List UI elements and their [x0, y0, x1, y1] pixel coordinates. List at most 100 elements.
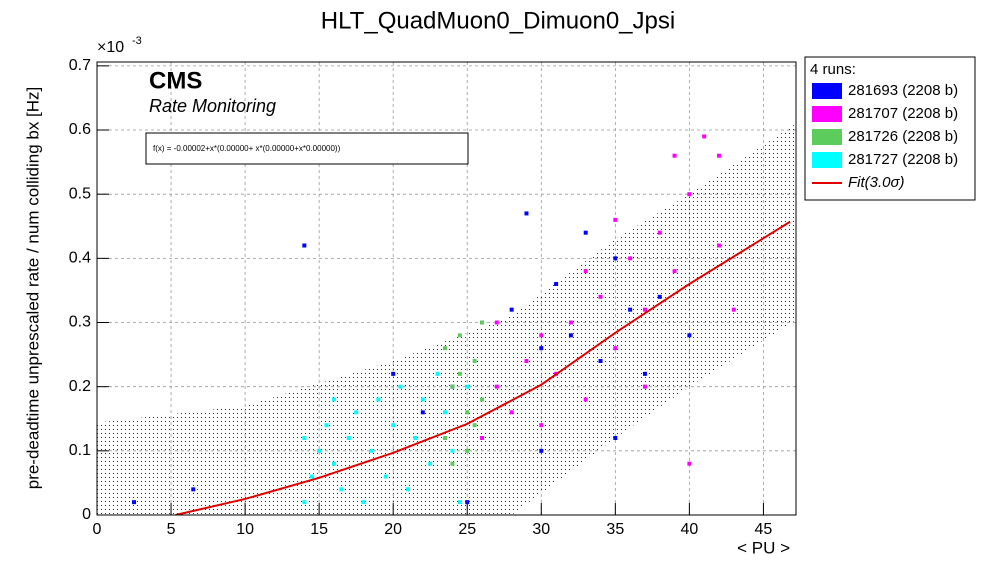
- y-multiplier-exponent: -3: [132, 35, 142, 47]
- data-point: [480, 320, 485, 325]
- plot-content: [97, 123, 796, 515]
- data-point: [642, 384, 647, 389]
- data-point: [309, 474, 314, 479]
- x-tick-label: 30: [532, 521, 550, 538]
- data-point: [598, 294, 603, 299]
- data-point: [480, 436, 485, 441]
- data-point: [302, 436, 307, 441]
- data-point: [413, 436, 418, 441]
- data-point: [687, 192, 692, 197]
- data-point: [465, 384, 470, 389]
- data-point: [443, 346, 448, 351]
- data-point: [420, 410, 425, 415]
- x-tick-label: 15: [310, 521, 328, 538]
- data-point: [494, 384, 499, 389]
- y-tick-label: 0.4: [69, 250, 91, 267]
- data-point: [672, 269, 677, 274]
- data-point: [324, 423, 329, 428]
- data-point: [539, 346, 544, 351]
- data-point: [568, 320, 573, 325]
- data-point: [687, 333, 692, 338]
- data-point: [132, 500, 137, 505]
- y-tick-label: 0.3: [69, 314, 91, 331]
- x-tick-label: 10: [236, 521, 254, 538]
- legend-swatch: [812, 129, 842, 145]
- data-point: [524, 359, 529, 364]
- data-point: [302, 500, 307, 505]
- data-point: [716, 153, 721, 158]
- x-tick-label: 40: [680, 521, 698, 538]
- data-point: [191, 487, 196, 492]
- data-point: [687, 461, 692, 466]
- data-point: [628, 256, 633, 261]
- legend-swatch: [812, 83, 842, 99]
- fit-formula: f(x) = -0.00002+x*(0.00000+ x*(0.00000+x…: [153, 144, 341, 153]
- data-point: [450, 461, 455, 466]
- data-point: [376, 397, 381, 402]
- data-point: [472, 359, 477, 364]
- legend-label: 281726 (2208 b): [848, 128, 958, 145]
- fit-formula-box: [145, 132, 469, 165]
- data-point: [391, 371, 396, 376]
- data-point: [443, 436, 448, 441]
- data-point: [428, 461, 433, 466]
- data-point: [398, 384, 403, 389]
- data-point: [361, 500, 366, 505]
- data-point: [346, 436, 351, 441]
- x-tick-label: 5: [167, 521, 176, 538]
- legend-swatch: [812, 106, 842, 122]
- legend-swatch: [812, 152, 842, 168]
- subtitle: Rate Monitoring: [149, 96, 276, 116]
- y-tick-label: 0.7: [69, 57, 91, 74]
- x-axis-label: < PU >: [737, 538, 790, 557]
- data-point: [465, 448, 470, 453]
- data-point: [657, 294, 662, 299]
- data-point: [450, 384, 455, 389]
- y-tick-label: 0.6: [69, 121, 91, 138]
- legend-title: 4 runs:: [810, 61, 856, 78]
- legend-label: 281707 (2208 b): [848, 105, 958, 122]
- data-point: [613, 346, 618, 351]
- y-tick-label: 0.2: [69, 378, 91, 395]
- data-point: [657, 230, 662, 235]
- y-axis-label: pre-deadtime unprescaled rate / num coll…: [23, 87, 42, 490]
- data-point: [613, 256, 618, 261]
- data-point: [583, 269, 588, 274]
- data-point: [716, 243, 721, 248]
- x-tick-label: 25: [458, 521, 476, 538]
- data-point: [317, 448, 322, 453]
- data-point: [420, 397, 425, 402]
- data-point: [457, 500, 462, 505]
- y-tick-label: 0.1: [69, 442, 91, 459]
- data-point: [568, 333, 573, 338]
- data-point: [509, 410, 514, 415]
- y-multiplier: ×10: [97, 39, 124, 56]
- data-point: [368, 448, 373, 453]
- x-tick-label: 0: [93, 521, 102, 538]
- data-point: [583, 397, 588, 402]
- data-point: [443, 410, 448, 415]
- data-point: [339, 487, 344, 492]
- data-point: [539, 333, 544, 338]
- y-tick-label: 0: [82, 506, 91, 523]
- data-point: [480, 397, 485, 402]
- legend-label: Fit(3.0σ): [848, 174, 905, 191]
- data-point: [435, 371, 440, 376]
- data-point: [457, 333, 462, 338]
- cms-label: CMS: [149, 67, 202, 94]
- data-point: [465, 410, 470, 415]
- data-point: [598, 359, 603, 364]
- fit-line: [175, 220, 791, 515]
- data-point: [450, 448, 455, 453]
- data-point: [583, 230, 588, 235]
- data-point: [465, 500, 470, 505]
- data-point: [509, 307, 514, 312]
- data-point: [613, 217, 618, 222]
- data-point: [302, 243, 307, 248]
- data-point: [731, 307, 736, 312]
- data-point: [405, 487, 410, 492]
- chart-title: HLT_QuadMuon0_Dimuon0_Jpsi: [321, 7, 675, 34]
- legend-label: 281693 (2208 b): [848, 82, 958, 99]
- data-point: [613, 436, 618, 441]
